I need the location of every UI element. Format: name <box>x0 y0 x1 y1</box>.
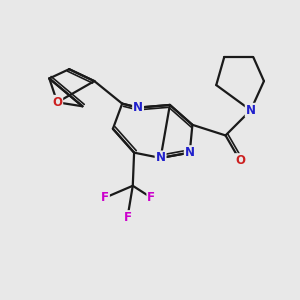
Text: O: O <box>52 96 62 109</box>
Text: O: O <box>235 154 245 167</box>
Text: F: F <box>101 191 109 204</box>
Text: F: F <box>147 191 155 204</box>
Text: F: F <box>124 211 131 224</box>
Text: N: N <box>246 104 256 117</box>
Text: N: N <box>156 152 166 164</box>
Text: N: N <box>185 146 195 159</box>
Text: N: N <box>133 101 143 114</box>
